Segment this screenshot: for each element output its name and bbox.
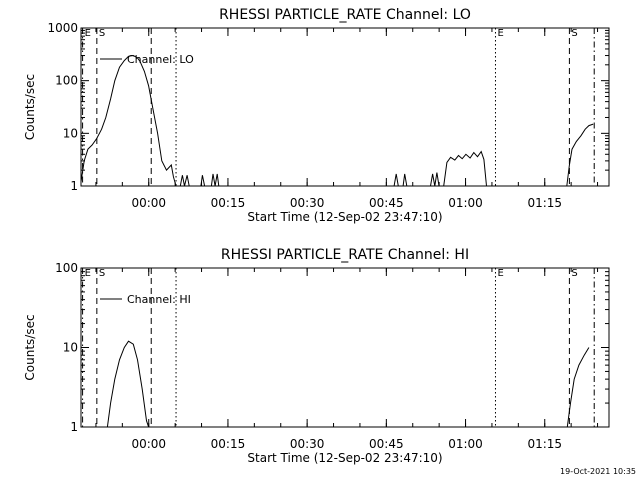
series-line-segment (106, 340, 150, 428)
x-tick-label: 00:15 (211, 437, 246, 451)
x-tick-label: 00:45 (369, 437, 404, 451)
series-line-segment (402, 173, 408, 187)
series-line-segment (210, 173, 220, 187)
chart-title: RHESSI PARTICLE_RATE Channel: HI (221, 247, 469, 263)
y-tick-label: 1000 (47, 21, 78, 35)
chart-panel-1: RHESSI PARTICLE_RATE Channel: LO Counts/s… (23, 7, 610, 224)
event-marker-label: S (571, 28, 577, 39)
chart-panel-2: RHESSI PARTICLE_RATE Channel: HI Counts/s… (23, 247, 610, 465)
y-axis-label: Counts/sec (23, 314, 37, 380)
event-marker-label: E (85, 28, 91, 39)
event-marker-label: E (85, 268, 91, 279)
x-axis-label: Start Time (12-Sep-02 23:47:10) (247, 210, 442, 224)
x-tick-label: 00:30 (290, 437, 325, 451)
series-line-segment (566, 123, 594, 187)
x-tick-label: 01:00 (448, 437, 483, 451)
y-tick-label: 100 (55, 261, 78, 275)
series-line-segment (443, 150, 487, 187)
timestamp: 19-Oct-2021 10:35 (560, 467, 636, 476)
x-tick-label: 00:30 (290, 196, 325, 210)
x-axis-label: Start Time (12-Sep-02 23:47:10) (247, 451, 442, 465)
plot-frame (80, 27, 610, 187)
x-tick-label: 01:15 (527, 196, 562, 210)
event-marker-label: S (99, 28, 105, 39)
series-line-segment (566, 347, 590, 428)
series-line-segment (430, 172, 440, 187)
x-tick-label: 00:45 (369, 196, 404, 210)
event-marker-label: E (497, 268, 503, 279)
series-line-segment (80, 54, 177, 187)
x-tick-label: 01:15 (527, 437, 562, 451)
plot-frame (80, 267, 610, 428)
series-line-segment (393, 173, 399, 187)
x-tick-label: 00:00 (131, 437, 166, 451)
x-tick-label: 00:15 (211, 196, 246, 210)
series-line-segment (179, 175, 190, 187)
event-marker-label: S (99, 268, 105, 279)
chart-title: RHESSI PARTICLE_RATE Channel: LO (219, 7, 471, 23)
x-tick-label: 01:00 (448, 196, 483, 210)
legend-label: Channel: HI (127, 293, 191, 306)
y-axis-label: Counts/sec (23, 74, 37, 140)
y-tick-label: 10 (63, 341, 78, 355)
event-marker-label: E (497, 28, 503, 39)
legend-label: Channel: LO (127, 53, 194, 66)
y-tick-label: 10 (63, 126, 78, 140)
y-tick-label: 1 (70, 179, 78, 193)
event-marker-label: S (571, 268, 577, 279)
x-tick-label: 00:00 (131, 196, 166, 210)
series-line-segment (200, 175, 206, 187)
y-tick-label: 1 (70, 420, 78, 434)
y-tick-label: 100 (55, 74, 78, 88)
